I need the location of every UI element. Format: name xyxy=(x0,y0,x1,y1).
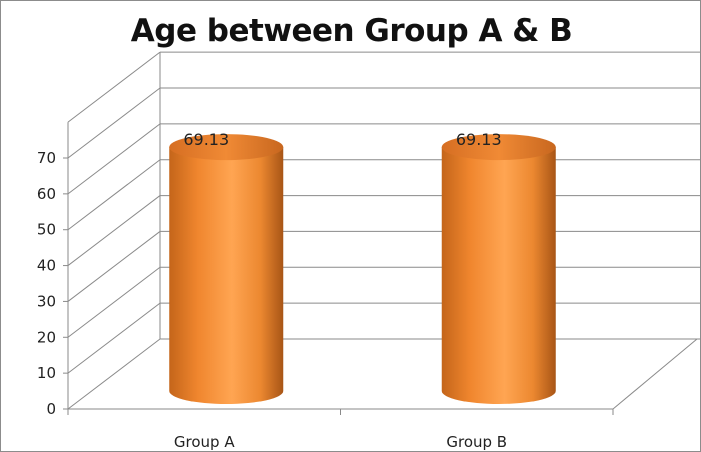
data-label: 69.13 xyxy=(456,130,502,149)
y-axis-ticks: 0 10 20 30 40 50 60 70 xyxy=(37,149,68,418)
bar-body xyxy=(441,147,556,405)
data-label: 69.13 xyxy=(183,130,229,149)
y-tick-label: 60 xyxy=(37,185,56,203)
x-axis-categories: Group A Group B xyxy=(67,409,614,451)
gridline-side xyxy=(67,123,161,195)
gridline-side xyxy=(67,159,161,231)
y-tick-label: 30 xyxy=(37,292,56,310)
bar-body xyxy=(169,147,284,405)
gridline-side xyxy=(67,266,161,338)
y-tick-label: 20 xyxy=(37,328,56,346)
bar-group-a: 69.13 xyxy=(169,130,284,405)
gridline-side xyxy=(67,338,161,410)
y-tick-label: 50 xyxy=(37,221,56,239)
floor-edge xyxy=(612,338,698,410)
y-tick-label: 10 xyxy=(37,364,56,382)
gridline-side xyxy=(67,51,161,123)
chart-title: Age between Group A & B xyxy=(130,13,573,49)
bar-top xyxy=(169,134,284,161)
y-tick-label: 0 xyxy=(46,400,56,418)
gridline-side xyxy=(67,195,161,266)
x-category-label: Group A xyxy=(174,433,235,451)
bar-top xyxy=(441,134,556,161)
gridline-side xyxy=(67,87,161,159)
gridline-side xyxy=(67,231,161,302)
axes xyxy=(67,52,698,410)
gridline-side xyxy=(67,302,161,374)
bar-group-b: 69.13 xyxy=(441,130,556,405)
x-category-label: Group B xyxy=(446,433,507,451)
gridlines xyxy=(67,51,700,410)
bars: 69.13 69.13 xyxy=(169,130,556,405)
y-tick-label: 40 xyxy=(37,257,56,275)
y-tick-label: 70 xyxy=(37,149,56,167)
